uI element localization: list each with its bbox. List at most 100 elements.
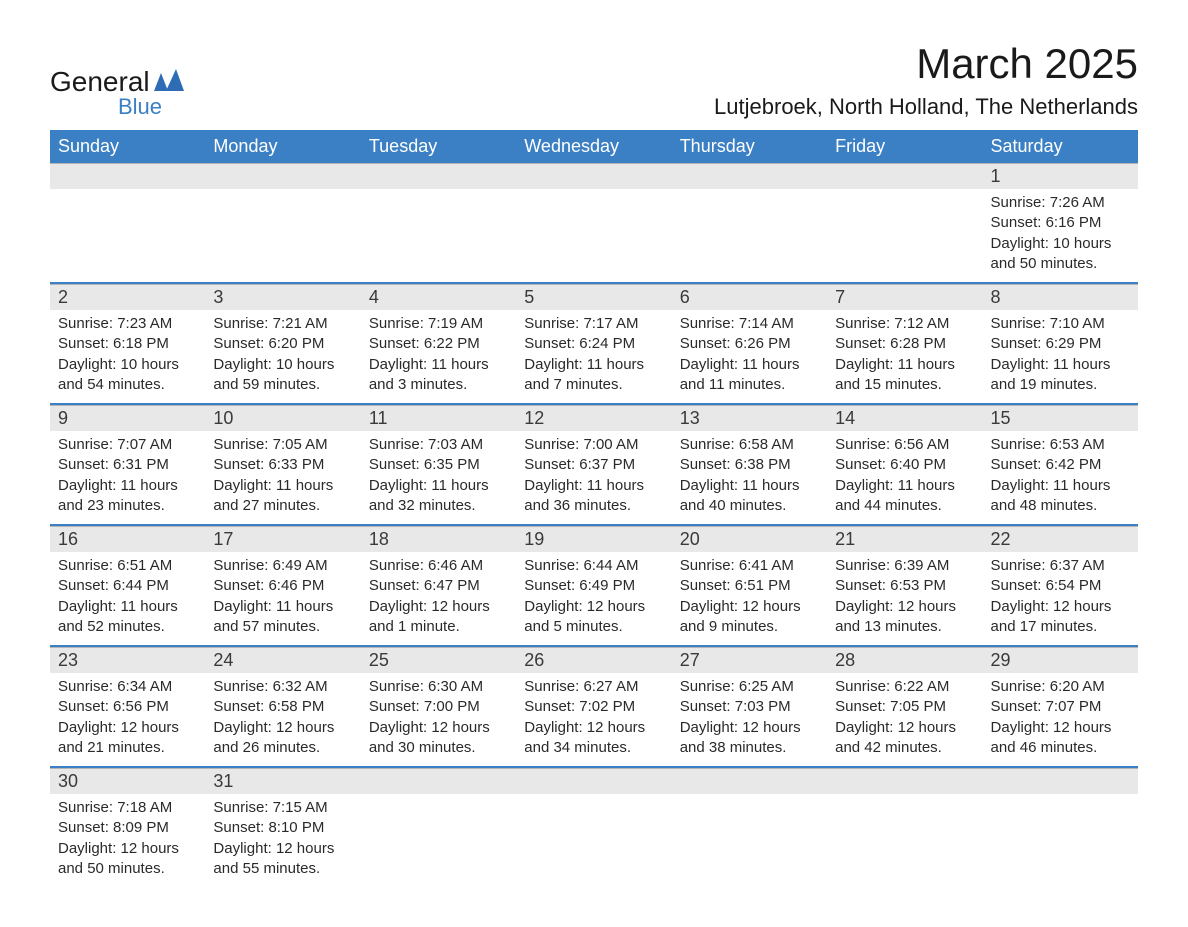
calendar-header-row: Sunday Monday Tuesday Wednesday Thursday… xyxy=(50,130,1138,163)
daylight-line: Daylight: 11 hours and 32 minutes. xyxy=(369,476,508,517)
day-details: Sunrise: 7:21 AMSunset: 6:20 PMDaylight:… xyxy=(205,310,360,403)
calendar-week-row: 30Sunrise: 7:18 AMSunset: 8:09 PMDayligh… xyxy=(50,767,1138,887)
calendar-cell: 17Sunrise: 6:49 AMSunset: 6:46 PMDayligh… xyxy=(205,525,360,646)
calendar-cell xyxy=(205,163,360,283)
sunset-line: Sunset: 6:37 PM xyxy=(524,455,663,475)
day-details: Sunrise: 7:12 AMSunset: 6:28 PMDaylight:… xyxy=(827,310,982,403)
calendar-cell xyxy=(361,767,516,887)
day-details: Sunrise: 6:27 AMSunset: 7:02 PMDaylight:… xyxy=(516,673,671,766)
calendar-cell: 23Sunrise: 6:34 AMSunset: 6:56 PMDayligh… xyxy=(50,646,205,767)
day-details: Sunrise: 6:44 AMSunset: 6:49 PMDaylight:… xyxy=(516,552,671,645)
sunset-line: Sunset: 6:24 PM xyxy=(524,334,663,354)
day-number xyxy=(827,768,982,794)
calendar-week-row: 23Sunrise: 6:34 AMSunset: 6:56 PMDayligh… xyxy=(50,646,1138,767)
calendar-cell: 9Sunrise: 7:07 AMSunset: 6:31 PMDaylight… xyxy=(50,404,205,525)
sunset-line: Sunset: 6:51 PM xyxy=(680,576,819,596)
day-number: 21 xyxy=(827,526,982,552)
day-details: Sunrise: 7:17 AMSunset: 6:24 PMDaylight:… xyxy=(516,310,671,403)
sunset-line: Sunset: 6:49 PM xyxy=(524,576,663,596)
daylight-line: Daylight: 12 hours and 55 minutes. xyxy=(213,839,352,880)
day-number: 25 xyxy=(361,647,516,673)
page-header: General Blue March 2025 Lutjebroek, Nort… xyxy=(50,40,1138,120)
sunset-line: Sunset: 7:05 PM xyxy=(835,697,974,717)
day-number xyxy=(516,163,671,189)
sunrise-line: Sunrise: 6:56 AM xyxy=(835,435,974,455)
calendar-cell: 2 Sunrise: 7:23 AMSunset: 6:18 PMDaylight… xyxy=(50,283,205,404)
sunset-line: Sunset: 7:02 PM xyxy=(524,697,663,717)
sunrise-line: Sunrise: 6:46 AM xyxy=(369,556,508,576)
day-number: 9 xyxy=(50,405,205,431)
day-number xyxy=(516,768,671,794)
header-saturday: Saturday xyxy=(983,130,1138,163)
calendar-cell: 30Sunrise: 7:18 AMSunset: 8:09 PMDayligh… xyxy=(50,767,205,887)
calendar-week-row: 2Sunrise: 7:23 AMSunset: 6:18 PMDaylight… xyxy=(50,283,1138,404)
sunrise-line: Sunrise: 7:07 AM xyxy=(58,435,197,455)
day-number xyxy=(827,163,982,189)
sunset-line: Sunset: 6:31 PM xyxy=(58,455,197,475)
daylight-line: Daylight: 10 hours and 54 minutes. xyxy=(58,355,197,396)
daylight-line: Daylight: 11 hours and 44 minutes. xyxy=(835,476,974,517)
sunset-line: Sunset: 6:22 PM xyxy=(369,334,508,354)
calendar-cell xyxy=(827,163,982,283)
calendar-cell: 21Sunrise: 6:39 AMSunset: 6:53 PMDayligh… xyxy=(827,525,982,646)
sunrise-line: Sunrise: 6:58 AM xyxy=(680,435,819,455)
header-sunday: Sunday xyxy=(50,130,205,163)
calendar-cell: 3Sunrise: 7:21 AMSunset: 6:20 PMDaylight… xyxy=(205,283,360,404)
sunrise-line: Sunrise: 7:23 AM xyxy=(58,314,197,334)
sunset-line: Sunset: 6:53 PM xyxy=(835,576,974,596)
sunset-line: Sunset: 6:33 PM xyxy=(213,455,352,475)
sunset-line: Sunset: 6:16 PM xyxy=(991,213,1130,233)
day-details xyxy=(672,794,827,874)
day-number: 2 xyxy=(50,284,205,310)
calendar-cell: 12Sunrise: 7:00 AMSunset: 6:37 PMDayligh… xyxy=(516,404,671,525)
sunset-line: Sunset: 6:18 PM xyxy=(58,334,197,354)
daylight-line: Daylight: 12 hours and 5 minutes. xyxy=(524,597,663,638)
sunrise-line: Sunrise: 7:05 AM xyxy=(213,435,352,455)
sunset-line: Sunset: 7:07 PM xyxy=(991,697,1130,717)
calendar-week-row: 9 Sunrise: 7:07 AMSunset: 6:31 PM Daylight… xyxy=(50,404,1138,525)
day-details: Sunrise: 6:39 AMSunset: 6:53 PMDaylight:… xyxy=(827,552,982,645)
day-details: Sunrise: 6:20 AMSunset: 7:07 PMDaylight:… xyxy=(983,673,1138,766)
day-details xyxy=(361,189,516,269)
daylight-line: Daylight: 12 hours and 1 minute. xyxy=(369,597,508,638)
daylight-line: Daylight: 12 hours and 17 minutes. xyxy=(991,597,1130,638)
calendar-cell xyxy=(827,767,982,887)
calendar-cell: 13Sunrise: 6:58 AMSunset: 6:38 PMDayligh… xyxy=(672,404,827,525)
day-number: 31 xyxy=(205,768,360,794)
day-number: 26 xyxy=(516,647,671,673)
sunrise-line: Sunrise: 7:03 AM xyxy=(369,435,508,455)
sunset-line: Sunset: 6:26 PM xyxy=(680,334,819,354)
daylight-line: Daylight: 11 hours and 40 minutes. xyxy=(680,476,819,517)
calendar-cell: 10Sunrise: 7:05 AMSunset: 6:33 PMDayligh… xyxy=(205,404,360,525)
sunrise-line: Sunrise: 7:14 AM xyxy=(680,314,819,334)
calendar-cell xyxy=(516,767,671,887)
day-number: 27 xyxy=(672,647,827,673)
header-thursday: Thursday xyxy=(672,130,827,163)
sunrise-line: Sunrise: 6:49 AM xyxy=(213,556,352,576)
daylight-line: Daylight: 11 hours and 15 minutes. xyxy=(835,355,974,396)
calendar-cell: 15Sunrise: 6:53 AMSunset: 6:42 PMDayligh… xyxy=(983,404,1138,525)
day-details xyxy=(361,794,516,874)
day-number: 30 xyxy=(50,768,205,794)
day-details xyxy=(50,189,205,269)
day-number: 15 xyxy=(983,405,1138,431)
sunrise-line: Sunrise: 7:17 AM xyxy=(524,314,663,334)
sunset-line: Sunset: 6:35 PM xyxy=(369,455,508,475)
day-details: Sunrise: 6:51 AMSunset: 6:44 PMDaylight:… xyxy=(50,552,205,645)
sunrise-line: Sunrise: 6:39 AM xyxy=(835,556,974,576)
calendar-cell: 25Sunrise: 6:30 AMSunset: 7:00 PMDayligh… xyxy=(361,646,516,767)
day-number: 8 xyxy=(983,284,1138,310)
day-details: Sunrise: 6:32 AMSunset: 6:58 PMDaylight:… xyxy=(205,673,360,766)
sunset-line: Sunset: 6:38 PM xyxy=(680,455,819,475)
day-number: 3 xyxy=(205,284,360,310)
daylight-line: Daylight: 12 hours and 46 minutes. xyxy=(991,718,1130,759)
sunrise-line: Sunrise: 7:10 AM xyxy=(991,314,1130,334)
daylight-line: Daylight: 12 hours and 26 minutes. xyxy=(213,718,352,759)
daylight-line: Daylight: 11 hours and 7 minutes. xyxy=(524,355,663,396)
day-number: 29 xyxy=(983,647,1138,673)
calendar-cell xyxy=(50,163,205,283)
logo: General Blue xyxy=(50,66,184,120)
day-number: 1 xyxy=(983,163,1138,189)
sunset-line: Sunset: 6:46 PM xyxy=(213,576,352,596)
day-details: Sunrise: 7:26 AMSunset: 6:16 PMDaylight:… xyxy=(983,189,1138,282)
